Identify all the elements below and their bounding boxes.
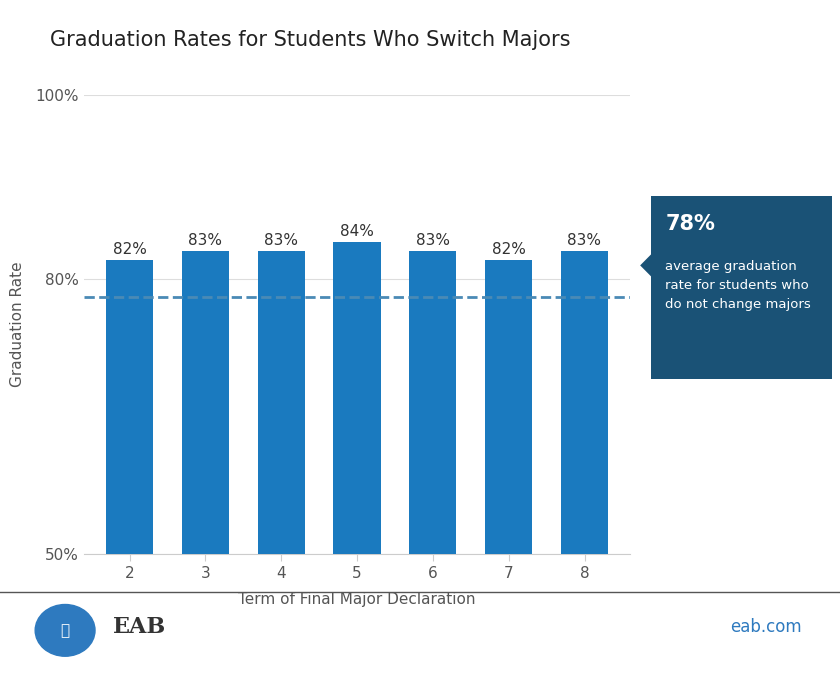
Text: 83%: 83% (568, 233, 601, 248)
Bar (561, 251, 608, 676)
Text: 83%: 83% (264, 233, 298, 248)
Bar (181, 251, 228, 676)
Text: 83%: 83% (416, 233, 450, 248)
Text: average graduation
rate for students who
do not change majors: average graduation rate for students who… (665, 260, 811, 311)
Ellipse shape (35, 604, 95, 656)
Text: EAB: EAB (113, 617, 166, 638)
FancyBboxPatch shape (651, 196, 832, 379)
Y-axis label: Graduation Rate: Graduation Rate (9, 262, 24, 387)
Bar (486, 260, 533, 676)
Bar (258, 251, 305, 676)
Text: 83%: 83% (188, 233, 223, 248)
Text: eab.com: eab.com (731, 619, 802, 636)
Text: 82%: 82% (113, 243, 146, 258)
Text: ⛨: ⛨ (60, 623, 70, 638)
Polygon shape (640, 254, 651, 276)
X-axis label: Term of Final Major Declaration: Term of Final Major Declaration (239, 592, 475, 607)
Bar (409, 251, 456, 676)
Text: 82%: 82% (491, 243, 526, 258)
Bar (333, 242, 381, 676)
Text: 84%: 84% (340, 224, 374, 239)
Text: Graduation Rates for Students Who Switch Majors: Graduation Rates for Students Who Switch… (50, 30, 571, 51)
Text: 78%: 78% (665, 214, 716, 235)
Bar (106, 260, 153, 676)
